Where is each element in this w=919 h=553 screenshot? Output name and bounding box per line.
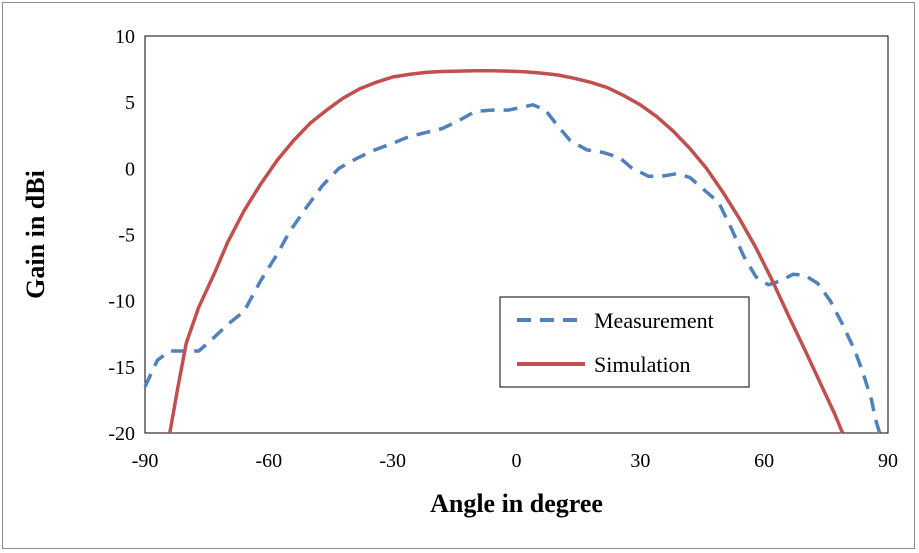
legend-label-simulation: Simulation — [594, 352, 691, 377]
x-tick-label: 60 — [754, 450, 774, 472]
y-tick-label: -5 — [118, 225, 135, 247]
y-tick-label: 10 — [115, 26, 135, 48]
legend: Measurement Simulation — [499, 296, 750, 388]
y-tick-label: -20 — [108, 423, 135, 445]
legend-box — [499, 296, 750, 388]
y-tick-label: 0 — [125, 158, 135, 180]
x-axis-title: Angle in degree — [430, 489, 603, 518]
y-tick-label: -15 — [108, 357, 135, 379]
x-tick-label: 30 — [630, 450, 650, 472]
plot-area — [144, 35, 889, 434]
series-line-simulation — [168, 68, 845, 434]
x-tick-label: -30 — [379, 450, 406, 472]
series-line-measurement — [143, 103, 882, 434]
plot-border — [144, 35, 889, 434]
series-layer — [143, 68, 882, 434]
x-tick-label: 0 — [512, 450, 522, 472]
legend-label-measurement: Measurement — [594, 308, 714, 333]
y-tick-label: -10 — [108, 291, 135, 313]
x-tick-label: -60 — [255, 450, 282, 472]
x-tick-label: -90 — [132, 450, 159, 472]
x-tick-label: 90 — [878, 450, 898, 472]
tick-labels: -90 -60 -30 0 30 60 90 10 5 0 -5 -10 -15 -20 — [108, 26, 898, 472]
y-tick-label: 5 — [125, 92, 135, 114]
y-axis-title: Gain in dBi — [21, 170, 50, 299]
